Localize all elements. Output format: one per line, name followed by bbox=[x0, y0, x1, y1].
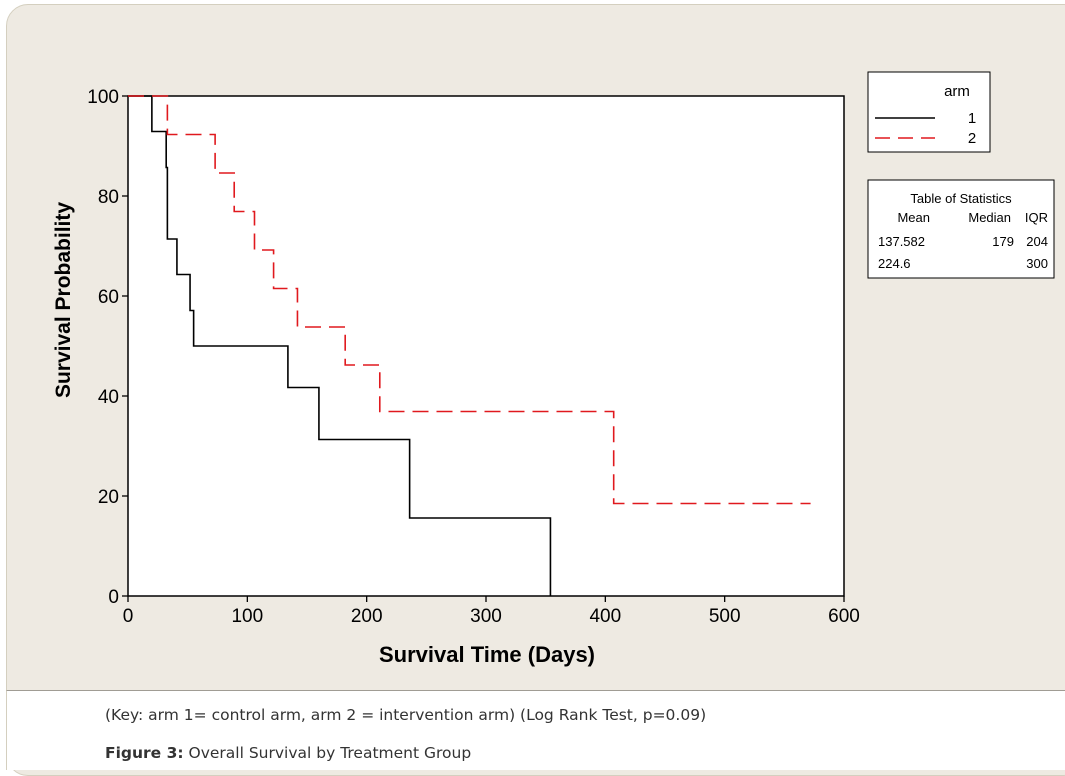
series-line-arm-2 bbox=[128, 95, 811, 505]
y-tick-label: 80 bbox=[98, 187, 119, 208]
stats-row-2-mean: 224.6 bbox=[878, 256, 911, 271]
stats-row-2-iqr: 300 bbox=[1026, 256, 1048, 271]
legend-label-arm-2: 2 bbox=[968, 130, 976, 147]
legend-label-arm-1: 1 bbox=[968, 110, 976, 127]
x-tick-label: 600 bbox=[828, 606, 860, 627]
series-line-arm-1 bbox=[128, 95, 552, 596]
y-tick-label: 60 bbox=[98, 287, 119, 308]
legend: arm 1 2 bbox=[867, 71, 991, 153]
y-tick-label: 40 bbox=[98, 387, 119, 408]
x-tick-label: 500 bbox=[709, 606, 741, 627]
y-axis-title: Survival Probability bbox=[52, 202, 75, 398]
x-tick-label: 100 bbox=[231, 606, 263, 627]
x-tick-label: 0 bbox=[123, 606, 134, 627]
figure-caption: Figure 3: Overall Survival by Treatment … bbox=[105, 744, 471, 762]
y-axis: 0 20 40 60 80 100 bbox=[87, 87, 128, 608]
x-axis-title: Survival Time (Days) bbox=[379, 642, 595, 667]
stats-row-1-mean: 137.582 bbox=[878, 234, 925, 249]
x-axis: 0 100 200 300 400 500 600 bbox=[123, 596, 860, 627]
y-tick-label: 100 bbox=[87, 87, 119, 108]
stats-row-1-median: 179 bbox=[992, 234, 1014, 249]
stats-table-title: Table of Statistics bbox=[910, 191, 1012, 206]
stats-table: Table of Statistics Mean Median IQR 137.… bbox=[867, 179, 1055, 279]
y-tick-label: 0 bbox=[108, 587, 119, 608]
figure-title: Overall Survival by Treatment Group bbox=[188, 744, 472, 762]
stats-header-iqr: IQR bbox=[1025, 210, 1048, 225]
survival-chart: 0 20 40 60 80 100 0 100 200 300 400 500 600 Surviva… bbox=[52, 71, 1055, 667]
caption-area bbox=[6, 690, 1065, 770]
x-tick-label: 300 bbox=[470, 606, 502, 627]
stats-header-mean: Mean bbox=[897, 210, 930, 225]
series-layer bbox=[128, 95, 811, 596]
stats-header-median: Median bbox=[968, 210, 1011, 225]
y-tick-label: 20 bbox=[98, 487, 119, 508]
x-tick-label: 200 bbox=[351, 606, 383, 627]
stats-row-1-iqr: 204 bbox=[1026, 234, 1048, 249]
caption-key-text: (Key: arm 1= control arm, arm 2 = interv… bbox=[105, 706, 707, 724]
figure-label: Figure 3: bbox=[105, 744, 184, 762]
legend-title: arm bbox=[944, 83, 970, 100]
x-tick-label: 400 bbox=[589, 606, 621, 627]
